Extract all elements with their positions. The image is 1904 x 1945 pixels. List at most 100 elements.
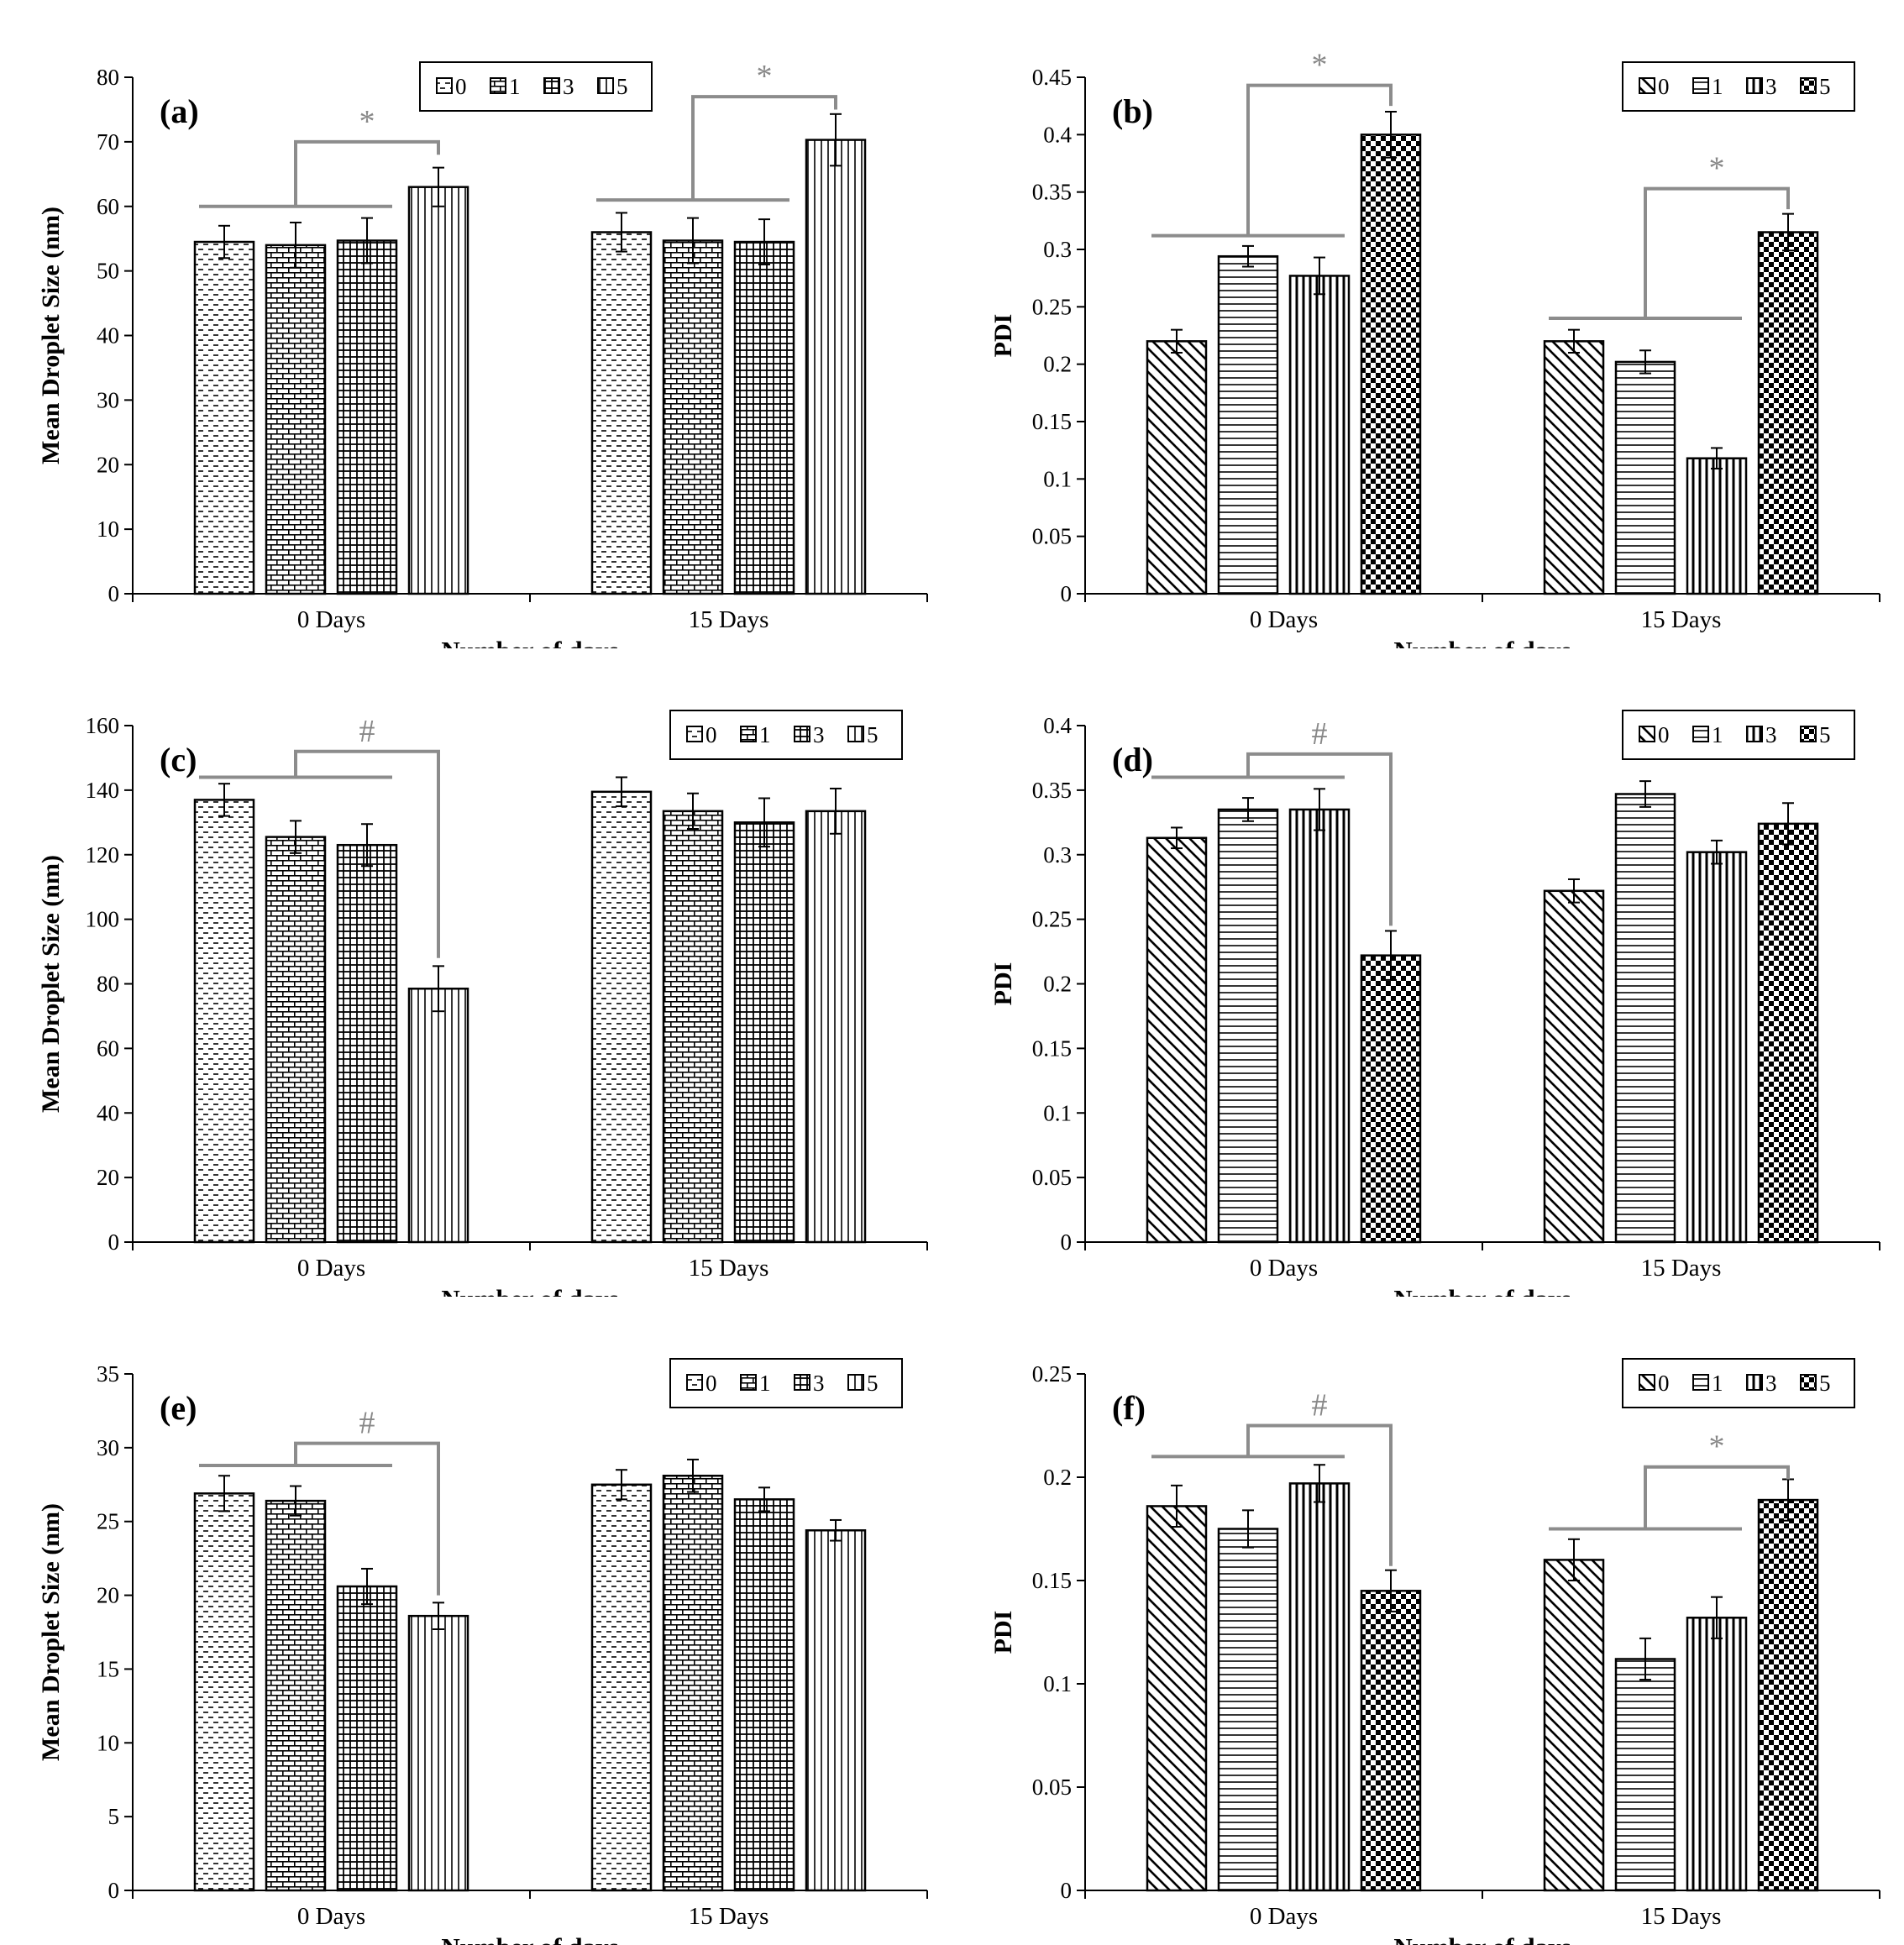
y-tick-label: 80 xyxy=(97,65,119,90)
bar-series-5-day15 xyxy=(805,810,867,1244)
x-category-label: 0 Days xyxy=(297,606,365,633)
legend-label: 3 xyxy=(1765,722,1777,747)
legend-swatch-1 xyxy=(740,1374,757,1391)
y-tick-label: 20 xyxy=(97,1165,119,1190)
significance-symbol: # xyxy=(1312,1388,1328,1423)
bar-series-3-day0 xyxy=(1288,1482,1351,1892)
y-tick-label: 140 xyxy=(86,778,120,803)
significance-symbol: * xyxy=(757,59,773,94)
significance-symbol: * xyxy=(1709,151,1725,186)
panel-label: (c) xyxy=(160,741,197,779)
bar-series-1-day15 xyxy=(662,1474,724,1892)
y-tick-label: 0.2 xyxy=(1043,1465,1072,1490)
bar-series-0-day0 xyxy=(193,240,255,595)
y-tick-label: 100 xyxy=(86,907,120,932)
y-tick-label: 0.15 xyxy=(1032,1035,1072,1061)
legend-label: 3 xyxy=(1765,74,1777,99)
bar-series-3-day0 xyxy=(336,239,398,595)
y-tick-label: 15 xyxy=(97,1656,119,1681)
legend-swatch-3 xyxy=(1746,726,1763,742)
bar-series-0-day15 xyxy=(590,1483,653,1892)
bar-series-3-day15 xyxy=(733,821,795,1244)
chart-panel-d: 0 0.05 0.1 0.15 0.2 0.25 0.3 0.35 0.4 0 Days 15 Da… xyxy=(952,648,1904,1297)
legend-swatch-3 xyxy=(543,77,560,94)
y-tick-label: 0.05 xyxy=(1032,524,1072,549)
legend-swatch-0 xyxy=(686,726,703,742)
y-tick-label: 0 xyxy=(1061,1878,1073,1903)
legend-label: 5 xyxy=(1819,722,1831,747)
bar-series-1-day0 xyxy=(1217,1528,1279,1892)
y-tick-label: 0.05 xyxy=(1032,1775,1072,1800)
x-axis-title: Number of days xyxy=(441,1932,618,1945)
bar-series-0-day0 xyxy=(1146,340,1208,595)
bar-series-0-day15 xyxy=(590,231,653,595)
bar-series-1-day15 xyxy=(662,239,724,595)
legend-swatch-5 xyxy=(597,77,614,94)
panel-label: (a) xyxy=(160,92,199,130)
bar-series-1-day15 xyxy=(1614,360,1676,595)
x-axis-title: Number of days xyxy=(441,1284,618,1297)
panel-label: (b) xyxy=(1112,92,1153,130)
y-tick-label: 0 xyxy=(108,1229,120,1255)
x-category-label: 15 Days xyxy=(689,1903,769,1930)
y-tick-label: 20 xyxy=(97,452,119,477)
y-tick-label: 30 xyxy=(97,387,119,412)
y-axis-title: PDI xyxy=(989,962,1017,1006)
legend-label: 3 xyxy=(813,722,825,747)
legend-swatch-5 xyxy=(1800,77,1817,94)
y-tick-label: 0.25 xyxy=(1032,294,1072,319)
y-tick-label: 70 xyxy=(97,129,119,155)
legend-label: 0 xyxy=(1658,74,1670,99)
legend-label: 1 xyxy=(1712,74,1723,99)
bar-series-0-day15 xyxy=(590,790,653,1244)
y-tick-label: 5 xyxy=(108,1804,120,1829)
legend-swatch-0 xyxy=(686,1374,703,1391)
bar-series-5-day15 xyxy=(805,1529,867,1892)
legend-swatch-0 xyxy=(1639,1374,1655,1391)
significance-bracket xyxy=(1246,752,1393,926)
y-tick-label: 0 xyxy=(108,1878,120,1903)
significance-symbol: # xyxy=(359,1406,375,1441)
legend-label: 5 xyxy=(867,722,879,747)
y-tick-label: 0.15 xyxy=(1032,1568,1072,1593)
bar-series-5-day0 xyxy=(1360,954,1422,1244)
chart-panel-c: 0 20 40 60 80 100 120 140 160 0 Days 15 Days Number… xyxy=(0,648,952,1297)
legend-swatch-1 xyxy=(1692,77,1709,94)
significance-bracket xyxy=(1644,1465,1790,1529)
bar-series-3-day15 xyxy=(1686,457,1748,595)
legend-swatch-1 xyxy=(1692,1374,1709,1391)
legend-label: 5 xyxy=(1819,74,1831,99)
y-tick-label: 0.15 xyxy=(1032,409,1072,434)
y-tick-label: 0.35 xyxy=(1032,180,1072,205)
x-category-label: 15 Days xyxy=(689,1255,769,1282)
bar-series-1-day0 xyxy=(265,244,327,595)
significance-bracket xyxy=(294,139,440,207)
y-tick-label: 0.3 xyxy=(1043,842,1072,868)
panel-label: (f) xyxy=(1112,1389,1146,1427)
bar-series-5-day0 xyxy=(407,186,469,595)
significance-bracket xyxy=(1246,83,1393,236)
y-tick-label: 0.1 xyxy=(1043,1671,1072,1696)
y-tick-label: 10 xyxy=(97,516,119,542)
y-tick-label: 30 xyxy=(97,1435,119,1460)
legend-swatch-5 xyxy=(1800,1374,1817,1391)
y-axis-title: PDI xyxy=(989,314,1017,358)
legend-swatch-3 xyxy=(794,1374,810,1391)
y-tick-label: 0.25 xyxy=(1032,907,1072,932)
bar-series-1-day15 xyxy=(662,810,724,1244)
significance-symbol: * xyxy=(1312,48,1328,83)
bar-series-1-day0 xyxy=(1217,254,1279,595)
y-tick-label: 20 xyxy=(97,1583,119,1608)
y-axis-title: PDI xyxy=(989,1611,1017,1654)
bar-series-3-day15 xyxy=(1686,1617,1748,1892)
y-tick-label: 0.4 xyxy=(1043,122,1072,147)
chart-svg: 0 0.05 0.1 0.15 0.2 0.25 0 Days 15 Days Number o… xyxy=(989,1358,1880,1945)
x-category-label: 0 Days xyxy=(297,1255,365,1282)
y-axis-title: Mean Droplet Size (nm) xyxy=(37,207,65,464)
legend-swatch-5 xyxy=(847,1374,864,1391)
bar-series-0-day0 xyxy=(193,799,255,1244)
bar-series-3-day0 xyxy=(1288,808,1351,1244)
